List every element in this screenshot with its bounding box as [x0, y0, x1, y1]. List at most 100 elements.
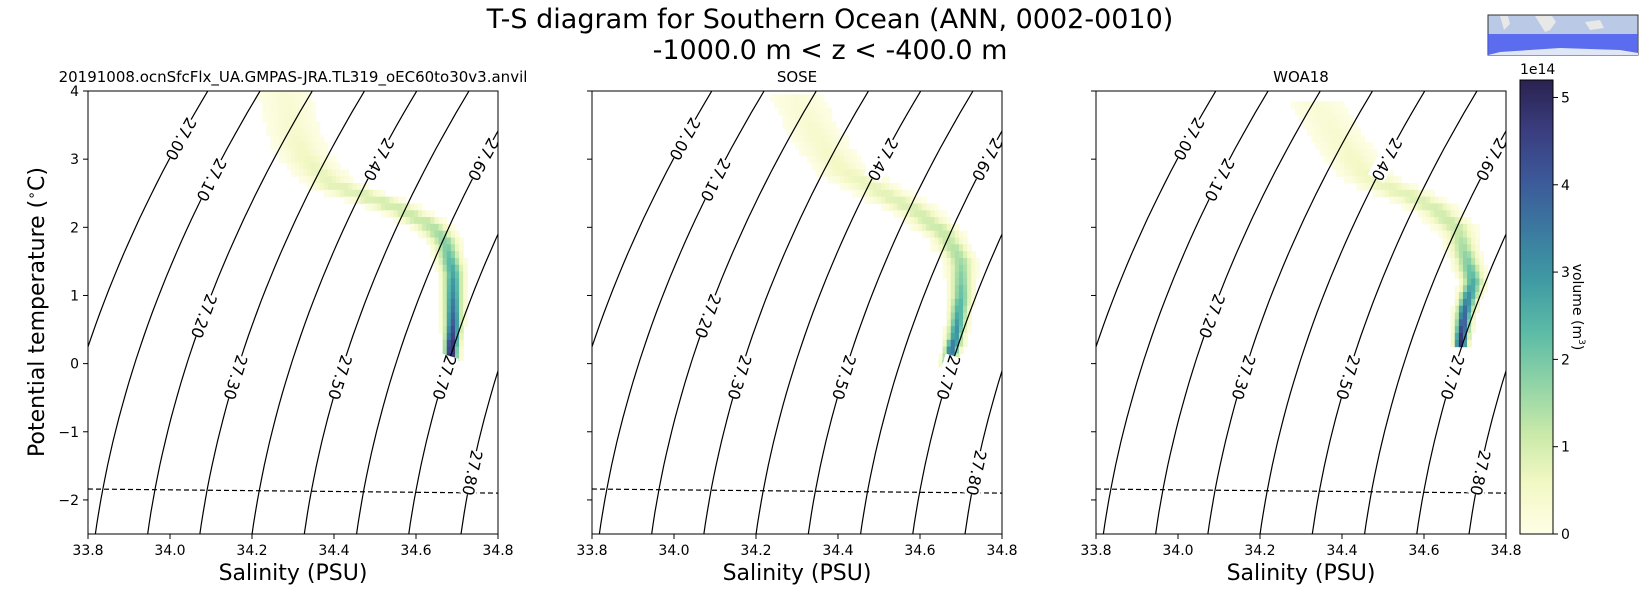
heatmap-cell: [938, 217, 944, 225]
inset-map-land-samerica: [1500, 16, 1510, 30]
heatmap-cell: [295, 162, 300, 170]
heatmap-cell: [1475, 237, 1480, 245]
heatmap-cell: [942, 244, 948, 252]
heatmap-cell: [893, 183, 899, 191]
heatmap-cell: [1462, 278, 1468, 286]
x-tick-label: 34.2: [236, 543, 267, 559]
heatmap-cell: [307, 128, 313, 136]
heatmap-cell: [885, 176, 890, 184]
heatmap-cell: [442, 326, 448, 334]
heatmap-cell: [1450, 251, 1456, 259]
heatmap-cell: [442, 319, 448, 327]
heatmap-cell: [323, 183, 329, 191]
heatmap-cell: [1479, 285, 1485, 293]
x-tick-label: 34.8: [482, 543, 513, 559]
heatmap-cell: [307, 108, 313, 116]
heatmap-cell: [409, 217, 415, 225]
y-tick-label: 4: [70, 84, 79, 100]
heatmap-cell: [348, 196, 354, 205]
heatmap-cell: [946, 346, 952, 354]
heatmap-cell: [463, 312, 468, 320]
heatmap-cell: [1479, 264, 1485, 273]
heatmap-cell: [794, 94, 800, 102]
heatmap-cell: [401, 196, 407, 205]
density-contour: [303, 91, 470, 534]
heatmap-cell: [1442, 203, 1448, 211]
heatmap-cell: [356, 196, 362, 205]
density-contour: [1096, 91, 1217, 349]
heatmap-cell: [1462, 312, 1468, 320]
axes-frame: [1095, 90, 1507, 535]
heatmap-cell: [881, 183, 886, 191]
heatmap-cell: [340, 189, 345, 198]
heatmap-cell: [1339, 101, 1345, 109]
heatmap-cell: [1421, 217, 1427, 225]
heatmap-cell: [1438, 203, 1444, 211]
heatmap-cell: [1389, 189, 1394, 198]
heatmap-cell: [323, 162, 329, 170]
heatmap-cell: [827, 162, 833, 170]
axes-frame: [87, 90, 499, 535]
heatmap-cell: [1335, 155, 1341, 164]
heatmap-cell: [1454, 237, 1460, 245]
heatmap-cell: [1446, 230, 1452, 239]
contour-label: 27.00: [1169, 114, 1208, 163]
heatmap-cell: [942, 217, 948, 225]
heatmap-cell: [782, 114, 788, 123]
heatmap-cell: [950, 271, 956, 280]
heatmap-cell: [946, 278, 952, 286]
heatmap-cell: [811, 135, 817, 143]
heatmap-cell: [963, 271, 968, 280]
heatmap-cell: [967, 292, 972, 300]
heatmap-cell: [262, 114, 267, 123]
heatmap-cell: [909, 217, 915, 225]
density-contour: [598, 91, 765, 534]
heatmap-cell: [1319, 142, 1325, 150]
heatmap-cell: [434, 237, 440, 245]
heatmap-cell: [463, 264, 468, 273]
heatmap-cell: [958, 237, 964, 245]
heatmap-cell: [1458, 285, 1464, 293]
x-tick-label: 34.6: [904, 543, 935, 559]
heatmap-cell: [442, 237, 448, 245]
heatmap-cell: [282, 142, 288, 150]
heatmap-cell: [872, 183, 878, 191]
heatmap-cell: [1450, 339, 1456, 348]
heatmap-cell: [844, 169, 849, 177]
heatmap-cell: [946, 264, 952, 273]
x-tick-label: 34.4: [318, 543, 349, 559]
heatmap-cell: [331, 169, 337, 177]
heatmap-cell: [1335, 108, 1341, 116]
heatmap-cell: [1479, 271, 1485, 280]
heatmap-cell: [331, 183, 337, 191]
heatmap-cell: [942, 230, 948, 239]
x-tick-label: 34.0: [1162, 543, 1193, 559]
heatmap-cell: [327, 162, 333, 170]
heatmap-cell: [450, 339, 456, 348]
heatmap-cell: [1458, 210, 1464, 218]
heatmap-cell: [922, 203, 927, 211]
freezing-line: [88, 488, 498, 494]
heatmap-cell: [446, 346, 452, 354]
heatmap-cell: [831, 128, 837, 136]
heatmap-cell: [823, 135, 829, 143]
heatmap-cell: [311, 162, 317, 170]
heatmap-cell: [290, 162, 296, 170]
heatmap-cell: [901, 189, 907, 198]
heatmap-cell: [958, 264, 964, 273]
heatmap-cell: [954, 244, 960, 252]
heatmap-cell: [1372, 183, 1378, 191]
heatmap-cell: [446, 312, 452, 320]
heatmap-cell: [1368, 148, 1374, 157]
heatmap-cell: [270, 114, 276, 123]
heatmap-cell: [372, 203, 378, 211]
heatmap-cell: [901, 203, 907, 211]
heatmap-cell: [1450, 332, 1456, 341]
heatmap-cell: [811, 148, 817, 157]
heatmap-cell: [389, 196, 395, 205]
heatmap-cell: [418, 217, 423, 225]
heatmap-cell: [815, 128, 821, 136]
heatmap-cell: [311, 135, 317, 143]
heatmap-cell: [459, 251, 464, 259]
heatmap-cell: [827, 148, 833, 157]
